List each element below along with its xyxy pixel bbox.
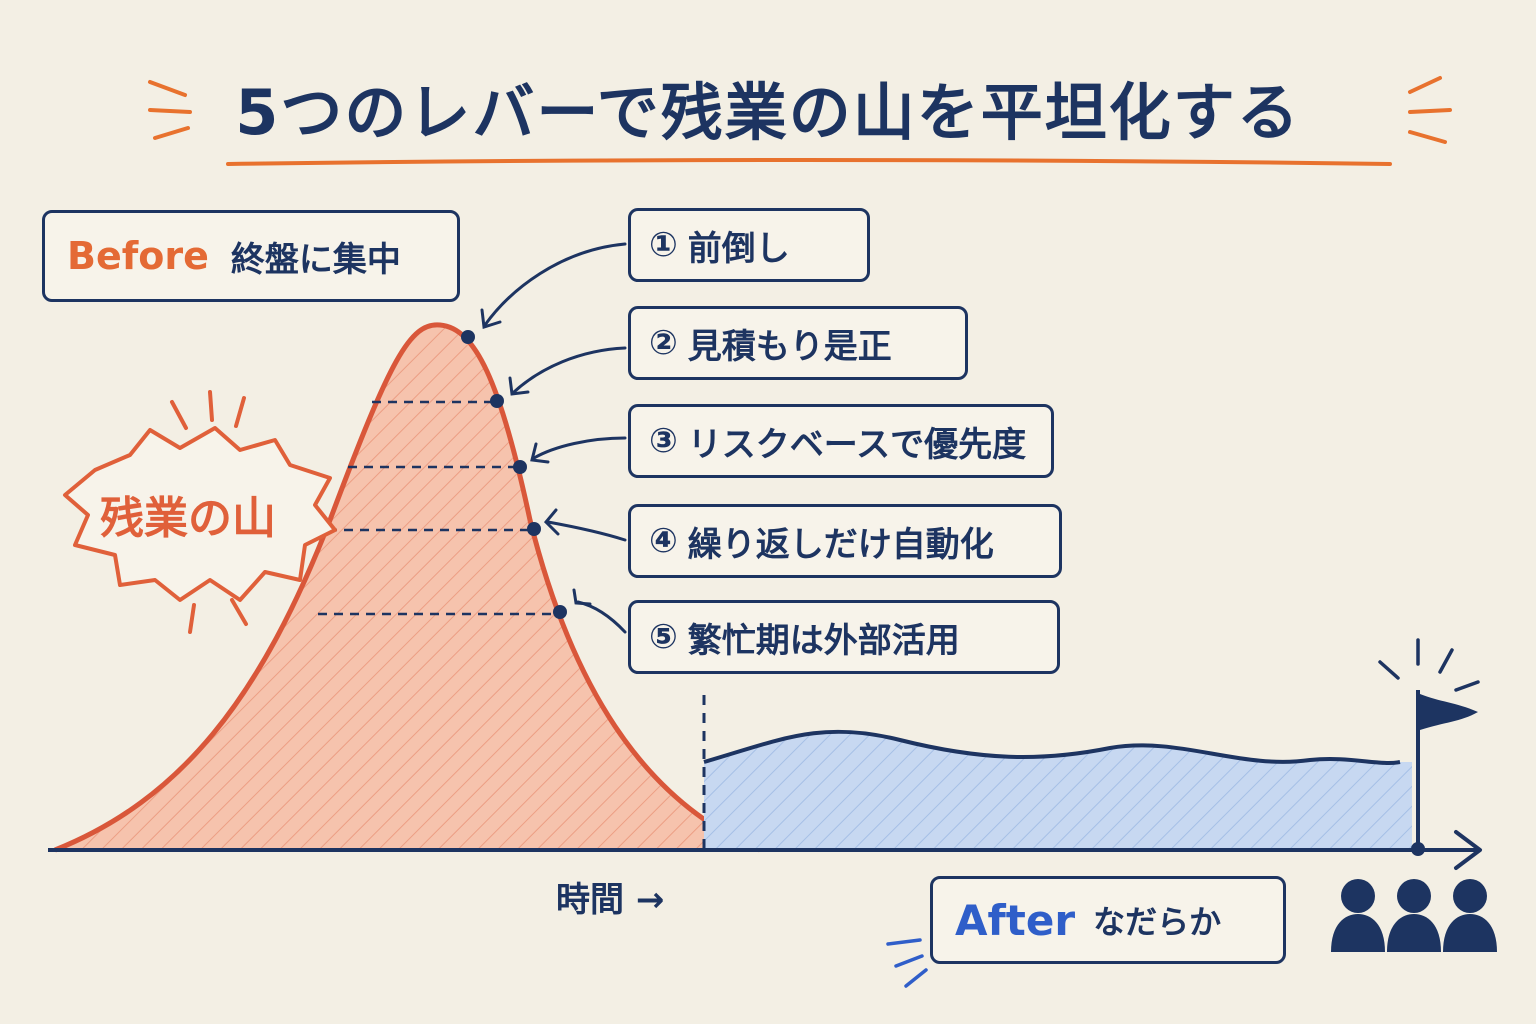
- before-label-box: Before 終盤に集中: [42, 210, 460, 302]
- lever-label: 前倒し: [687, 228, 790, 269]
- lever-number: ②: [649, 323, 678, 363]
- title-underline: [226, 158, 1392, 166]
- flattened-workload-curve: [703, 729, 1401, 765]
- title-left-spark-icon: [148, 80, 192, 140]
- before-description: 終盤に集中: [230, 239, 401, 280]
- after-description: なだらか: [1093, 903, 1222, 941]
- before-tag: Before: [67, 234, 209, 278]
- lever-arrows: [483, 242, 627, 634]
- lever-number: ④: [649, 521, 678, 561]
- overtime-mountain-curve: [54, 322, 761, 853]
- time-axis-arrowhead: [1454, 830, 1482, 870]
- after-tag: After: [955, 895, 1076, 945]
- after-spark-lines: [886, 938, 928, 988]
- flag-spark-lines: [1378, 638, 1480, 692]
- mountain-slice-lines: [318, 400, 560, 616]
- after-label-box: After なだらか: [930, 876, 1286, 964]
- lever-number: ①: [649, 225, 678, 265]
- overtime-mountain-label: 残業の山: [100, 493, 276, 544]
- lever-points: [461, 330, 567, 619]
- lever-box-3: ③ リスクベースで優先度: [628, 404, 1054, 478]
- lever-label: 繰り返しだけ自動化: [687, 524, 994, 565]
- page-title: 5つのレバーで残業の山を平坦化する: [235, 76, 1301, 149]
- lever-box-2: ② 見積もり是正: [628, 306, 968, 380]
- burst-icon: [63, 426, 337, 602]
- team-people-icon: [1331, 879, 1497, 952]
- lever-box-1: ① 前倒し: [628, 208, 870, 282]
- flattened-workload-area: [704, 731, 1412, 850]
- lever-arrowheads: [480, 308, 592, 606]
- time-axis-label: 時間 →: [556, 880, 665, 920]
- lever-label: 見積もり是正: [687, 326, 892, 367]
- overtime-mountain-area: [55, 324, 760, 850]
- burst-spark-lines: [170, 390, 248, 634]
- lever-box-5: ⑤ 繁忙期は外部活用: [628, 600, 1060, 674]
- lever-number: ③: [649, 421, 678, 461]
- flag-icon: [1411, 690, 1478, 856]
- lever-number: ⑤: [649, 617, 678, 657]
- lever-box-4: ④ 繰り返しだけ自動化: [628, 504, 1062, 578]
- lever-label: 繁忙期は外部活用: [687, 620, 960, 661]
- lever-label: リスクベースで優先度: [687, 424, 1027, 465]
- title-right-spark-icon: [1408, 76, 1452, 144]
